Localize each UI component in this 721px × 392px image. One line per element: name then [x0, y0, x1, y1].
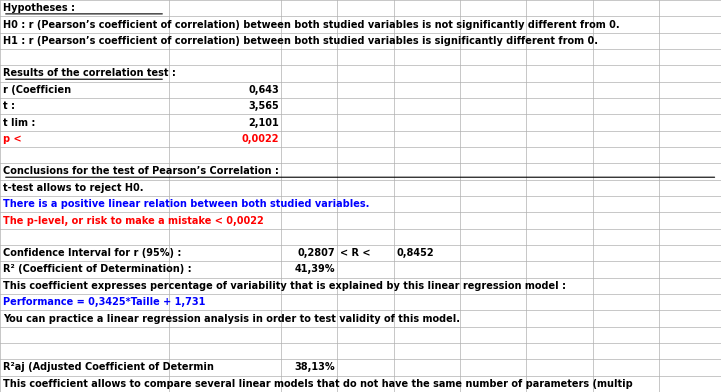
Text: R² (Coefficient of Determination) :: R² (Coefficient of Determination) :	[3, 265, 192, 274]
Text: You can practice a linear regression analysis in order to test validity of this : You can practice a linear regression ana…	[3, 314, 460, 323]
Text: 3,565: 3,565	[248, 101, 279, 111]
Text: 38,13%: 38,13%	[295, 363, 335, 372]
Text: H0 : r (Pearson’s coefficient of correlation) between both studied variables is : H0 : r (Pearson’s coefficient of correla…	[3, 20, 619, 29]
Text: This coefficient expresses percentage of variability that is explained by this l: This coefficient expresses percentage of…	[3, 281, 566, 291]
Text: 0,2807: 0,2807	[298, 248, 335, 258]
Text: Conclusions for the test of Pearson’s Correlation :: Conclusions for the test of Pearson’s Co…	[3, 167, 279, 176]
Text: 0,8452: 0,8452	[397, 248, 434, 258]
Text: H1 : r (Pearson’s coefficient of correlation) between both studied variables is : H1 : r (Pearson’s coefficient of correla…	[3, 36, 598, 46]
Text: t lim :: t lim :	[3, 118, 35, 127]
Text: 2,101: 2,101	[248, 118, 279, 127]
Text: 0,643: 0,643	[248, 85, 279, 95]
Text: Hypotheses :: Hypotheses :	[3, 3, 75, 13]
Text: t-test allows to reject H0.: t-test allows to reject H0.	[3, 183, 143, 193]
Text: < R <: < R <	[340, 248, 371, 258]
Text: Confidence Interval for r (95%) :: Confidence Interval for r (95%) :	[3, 248, 181, 258]
Text: 41,39%: 41,39%	[295, 265, 335, 274]
Text: Results of the correlation test :: Results of the correlation test :	[3, 69, 176, 78]
Text: 0,0022: 0,0022	[242, 134, 279, 144]
Text: t :: t :	[3, 101, 15, 111]
Text: R²aj (Adjusted Coefficient of Determin: R²aj (Adjusted Coefficient of Determin	[3, 363, 213, 372]
Text: Performance = 0,3425*Taille + 1,731: Performance = 0,3425*Taille + 1,731	[3, 297, 205, 307]
Text: This coefficient allows to compare several linear models that do not have the sa: This coefficient allows to compare sever…	[3, 379, 632, 389]
Text: The p-level, or risk to make a mistake < 0,0022: The p-level, or risk to make a mistake <…	[3, 216, 264, 225]
Text: p <: p <	[3, 134, 22, 144]
Text: There is a positive linear relation between both studied variables.: There is a positive linear relation betw…	[3, 199, 369, 209]
Text: r (Coefficien: r (Coefficien	[3, 85, 71, 95]
